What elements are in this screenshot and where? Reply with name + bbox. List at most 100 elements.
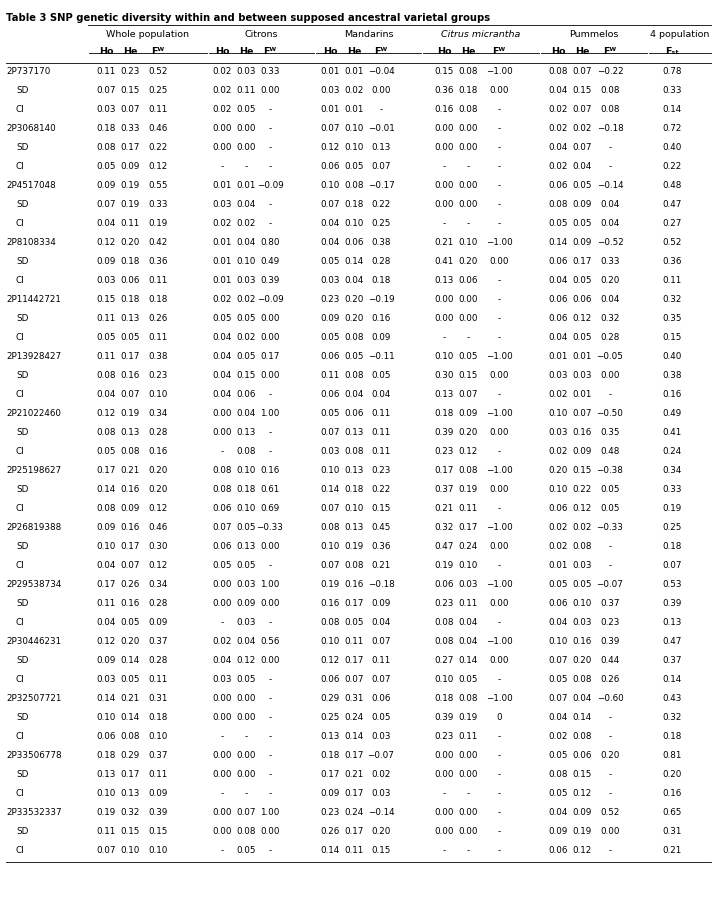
Text: 0.16: 0.16 — [120, 371, 140, 380]
Text: 2P11442721: 2P11442721 — [6, 295, 61, 304]
Text: 0.07: 0.07 — [459, 390, 478, 399]
Text: 0.00: 0.00 — [600, 371, 619, 380]
Text: 0.25: 0.25 — [148, 86, 168, 95]
Text: 0.06: 0.06 — [459, 276, 478, 285]
Text: 0.03: 0.03 — [459, 580, 478, 589]
Text: 0.22: 0.22 — [372, 485, 391, 494]
Text: 0.17: 0.17 — [120, 143, 140, 152]
Text: 0.16: 0.16 — [434, 105, 454, 114]
Text: 0.10: 0.10 — [236, 504, 256, 513]
Text: 0.40: 0.40 — [662, 143, 681, 152]
Text: 0.07: 0.07 — [120, 390, 140, 399]
Text: 0.03: 0.03 — [212, 675, 231, 684]
Text: -: - — [268, 447, 271, 456]
Text: 0.11: 0.11 — [148, 276, 167, 285]
Text: 0.19: 0.19 — [320, 580, 340, 589]
Text: CI: CI — [16, 846, 25, 855]
Text: 0.03: 0.03 — [548, 371, 567, 380]
Text: 0.20: 0.20 — [345, 295, 364, 304]
Text: 0.17: 0.17 — [120, 770, 140, 779]
Text: -: - — [609, 542, 612, 551]
Text: −1.00: −1.00 — [486, 67, 513, 76]
Text: CI: CI — [16, 333, 25, 342]
Text: 0.32: 0.32 — [662, 713, 681, 722]
Text: 0.08: 0.08 — [96, 428, 116, 437]
Text: 0.24: 0.24 — [662, 447, 681, 456]
Text: 0.05: 0.05 — [548, 580, 567, 589]
Text: 0.00: 0.00 — [489, 428, 509, 437]
Text: 0.09: 0.09 — [572, 200, 592, 209]
Text: -: - — [268, 789, 271, 798]
Text: -: - — [498, 219, 501, 228]
Text: 0.00: 0.00 — [489, 599, 509, 608]
Text: 0.23: 0.23 — [148, 371, 168, 380]
Text: 0.27: 0.27 — [434, 656, 454, 665]
Text: 0.43: 0.43 — [662, 694, 681, 703]
Text: 0.15: 0.15 — [434, 67, 454, 76]
Text: 0.78: 0.78 — [662, 67, 682, 76]
Text: −1.00: −1.00 — [486, 580, 513, 589]
Text: -: - — [609, 846, 612, 855]
Text: 0.11: 0.11 — [459, 599, 478, 608]
Text: SD: SD — [16, 599, 28, 608]
Text: 0.00: 0.00 — [459, 200, 478, 209]
Text: 0.08: 0.08 — [548, 200, 567, 209]
Text: 0.00: 0.00 — [489, 485, 509, 494]
Text: 0.02: 0.02 — [212, 105, 231, 114]
Text: 0.08: 0.08 — [96, 504, 116, 513]
Text: 0.08: 0.08 — [344, 333, 364, 342]
Text: 0.03: 0.03 — [320, 447, 340, 456]
Text: 0.38: 0.38 — [371, 238, 391, 247]
Text: SD: SD — [16, 656, 28, 665]
Text: 0.00: 0.00 — [434, 827, 454, 836]
Text: 0.18: 0.18 — [459, 86, 478, 95]
Text: 0.06: 0.06 — [548, 504, 567, 513]
Text: 0.08: 0.08 — [212, 466, 231, 475]
Text: 0.05: 0.05 — [600, 504, 619, 513]
Text: 0.07: 0.07 — [548, 656, 567, 665]
Text: 0.00: 0.00 — [212, 827, 231, 836]
Text: 0.02: 0.02 — [212, 219, 231, 228]
Text: 0.10: 0.10 — [345, 143, 364, 152]
Text: 0.39: 0.39 — [434, 428, 454, 437]
Text: SD: SD — [16, 770, 28, 779]
Text: 0.13: 0.13 — [345, 428, 364, 437]
Text: −1.00: −1.00 — [486, 694, 513, 703]
Text: 0.15: 0.15 — [120, 827, 140, 836]
Text: 0.14: 0.14 — [320, 846, 340, 855]
Text: 0.13: 0.13 — [434, 390, 454, 399]
Text: 0.11: 0.11 — [320, 371, 340, 380]
Text: 0.00: 0.00 — [371, 86, 391, 95]
Text: 0.00: 0.00 — [489, 371, 509, 380]
Text: 0.21: 0.21 — [434, 238, 454, 247]
Text: 0.08: 0.08 — [548, 770, 567, 779]
Text: 0.08: 0.08 — [459, 694, 478, 703]
Text: 2P8108334: 2P8108334 — [6, 238, 56, 247]
Text: 0.06: 0.06 — [345, 409, 364, 418]
Text: 0.00: 0.00 — [489, 656, 509, 665]
Text: −0.18: −0.18 — [597, 124, 624, 133]
Text: 0.05: 0.05 — [212, 314, 231, 323]
Text: 0.04: 0.04 — [548, 143, 567, 152]
Text: 2P13928427: 2P13928427 — [6, 352, 61, 361]
Text: 0.13: 0.13 — [345, 523, 364, 532]
Text: 0.10: 0.10 — [148, 390, 168, 399]
Text: 2P33506778: 2P33506778 — [6, 751, 62, 760]
Text: 0.04: 0.04 — [600, 200, 619, 209]
Text: 0.05: 0.05 — [212, 561, 231, 570]
Text: 0.03: 0.03 — [320, 86, 340, 95]
Text: 0.08: 0.08 — [120, 447, 140, 456]
Text: 0.07: 0.07 — [572, 105, 592, 114]
Text: 0.00: 0.00 — [261, 333, 280, 342]
Text: 0.22: 0.22 — [372, 200, 391, 209]
Text: 0.06: 0.06 — [548, 846, 567, 855]
Text: 0.11: 0.11 — [148, 675, 167, 684]
Text: 0.06: 0.06 — [345, 238, 364, 247]
Text: 0.04: 0.04 — [236, 637, 256, 646]
Text: 0.01: 0.01 — [345, 105, 364, 114]
Text: -: - — [268, 200, 271, 209]
Text: 0.09: 0.09 — [459, 409, 478, 418]
Text: 0.00: 0.00 — [212, 751, 231, 760]
Text: 0.10: 0.10 — [434, 352, 454, 361]
Text: 0.08: 0.08 — [236, 827, 256, 836]
